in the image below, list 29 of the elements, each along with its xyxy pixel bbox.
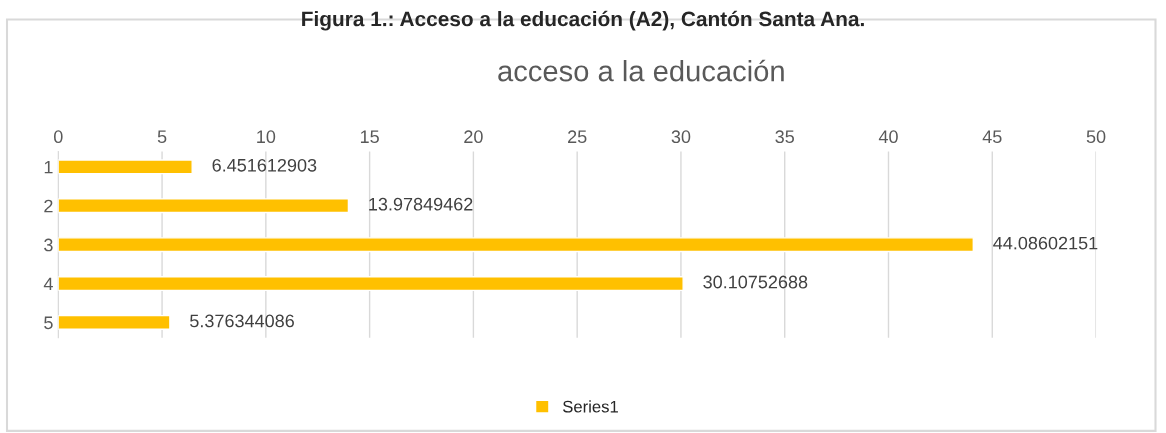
y-tick-label: 2 bbox=[44, 199, 53, 213]
x-tick-label: 45 bbox=[982, 130, 1002, 144]
bar bbox=[58, 159, 193, 175]
chart-title: Figura 1.: Acceso a la educación (A2), Cantón Santa Ana. bbox=[302, 10, 864, 31]
y-tick-label: 4 bbox=[43, 277, 53, 291]
bar bbox=[58, 198, 350, 214]
bar bbox=[58, 237, 974, 253]
y-tick-label: 3 bbox=[44, 238, 53, 252]
y-tick-label: 5 bbox=[44, 316, 53, 330]
chart-subtitle: acceso a la educación bbox=[498, 59, 784, 82]
x-tick-label: 50 bbox=[1086, 130, 1106, 144]
x-tick-label: 30 bbox=[671, 130, 691, 144]
x-tick-label: 35 bbox=[775, 130, 794, 144]
data-label: 30.10752688 bbox=[703, 275, 808, 289]
data-label: 6.451612903 bbox=[212, 158, 317, 172]
y-tick-label: 1 bbox=[44, 160, 53, 174]
x-tick-label: 5 bbox=[157, 130, 167, 144]
x-tick-label: 15 bbox=[360, 130, 379, 144]
legend-label: Series1 bbox=[563, 400, 618, 413]
data-label: 44.08602151 bbox=[993, 236, 1098, 250]
x-tick-label: 10 bbox=[257, 130, 276, 144]
data-label: 13.97849462 bbox=[369, 197, 473, 211]
bar bbox=[58, 276, 684, 292]
x-tick-label: 20 bbox=[464, 130, 483, 144]
x-tick-label: 40 bbox=[878, 130, 898, 144]
x-tick-label: 0 bbox=[53, 130, 63, 144]
x-tick-label: 25 bbox=[568, 130, 587, 144]
bar bbox=[58, 314, 171, 330]
data-label: 5.376344086 bbox=[190, 314, 294, 328]
